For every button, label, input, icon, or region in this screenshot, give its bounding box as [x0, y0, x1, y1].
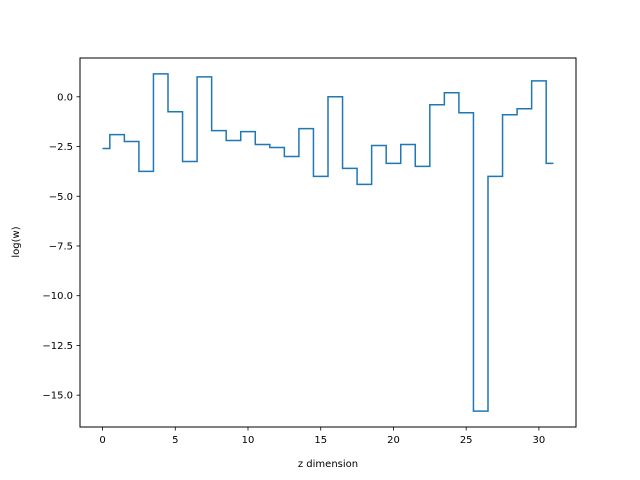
data-point-18: [362, 182, 366, 186]
data-point-27: [493, 174, 497, 178]
data-point-29: [522, 107, 526, 111]
data-point-15: [319, 174, 323, 178]
data-point-25: [464, 111, 468, 115]
data-point-7: [202, 75, 206, 79]
axes-frame: [79, 57, 577, 428]
y-tick-label: 0.0: [57, 92, 73, 103]
data-point-23: [435, 103, 439, 107]
series-layer: [101, 72, 555, 413]
x-tick-label: 0: [99, 435, 105, 446]
data-point-3: [144, 169, 148, 173]
data-point-24: [450, 91, 454, 95]
data-point-2: [130, 140, 134, 144]
data-point-11: [261, 143, 265, 147]
data-point-1: [115, 133, 119, 137]
y-axis-label: log(w): [11, 226, 22, 257]
data-point-22: [421, 164, 425, 168]
series-line-0: [102, 73, 554, 412]
data-point-19: [377, 144, 381, 148]
data-point-21: [406, 143, 410, 147]
y-tick-label: −7.5: [49, 241, 73, 252]
data-point-26: [479, 409, 483, 413]
x-tick-label: 20: [387, 435, 400, 446]
x-tick-label: 10: [242, 435, 255, 446]
y-axis-ticks: 0.0 −2.5 −5.0 −7.5 −10.0 −12.5 −15.0: [42, 92, 80, 402]
data-point-28: [508, 113, 512, 117]
y-tick-label: −5.0: [49, 192, 73, 203]
data-point-31: [551, 161, 555, 165]
data-point-17: [348, 166, 352, 170]
y-tick-label: −12.5: [42, 341, 73, 352]
data-point-9: [231, 139, 235, 143]
data-point-30: [537, 79, 541, 83]
data-point-5: [173, 110, 177, 114]
y-tick-label: −10.0: [42, 291, 73, 302]
data-point-14: [304, 127, 308, 131]
x-tick-label: 25: [460, 435, 473, 446]
y-tick-label: −15.0: [42, 391, 73, 402]
x-tick-label: 5: [172, 435, 178, 446]
data-point-20: [391, 161, 395, 165]
x-tick-label: 15: [314, 435, 327, 446]
data-point-13: [290, 154, 294, 158]
x-tick-label: 30: [533, 435, 546, 446]
data-point-8: [217, 129, 221, 133]
y-tick-label: −2.5: [49, 142, 73, 153]
data-point-4: [159, 72, 163, 76]
x-axis-label: z dimension: [298, 459, 358, 470]
data-point-16: [333, 95, 337, 99]
x-axis-ticks: 0 5 10 15 20 25 30: [99, 427, 545, 446]
data-point-6: [188, 159, 192, 163]
data-point-0: [101, 147, 105, 151]
data-point-10: [246, 130, 250, 134]
data-point-12: [275, 146, 279, 150]
